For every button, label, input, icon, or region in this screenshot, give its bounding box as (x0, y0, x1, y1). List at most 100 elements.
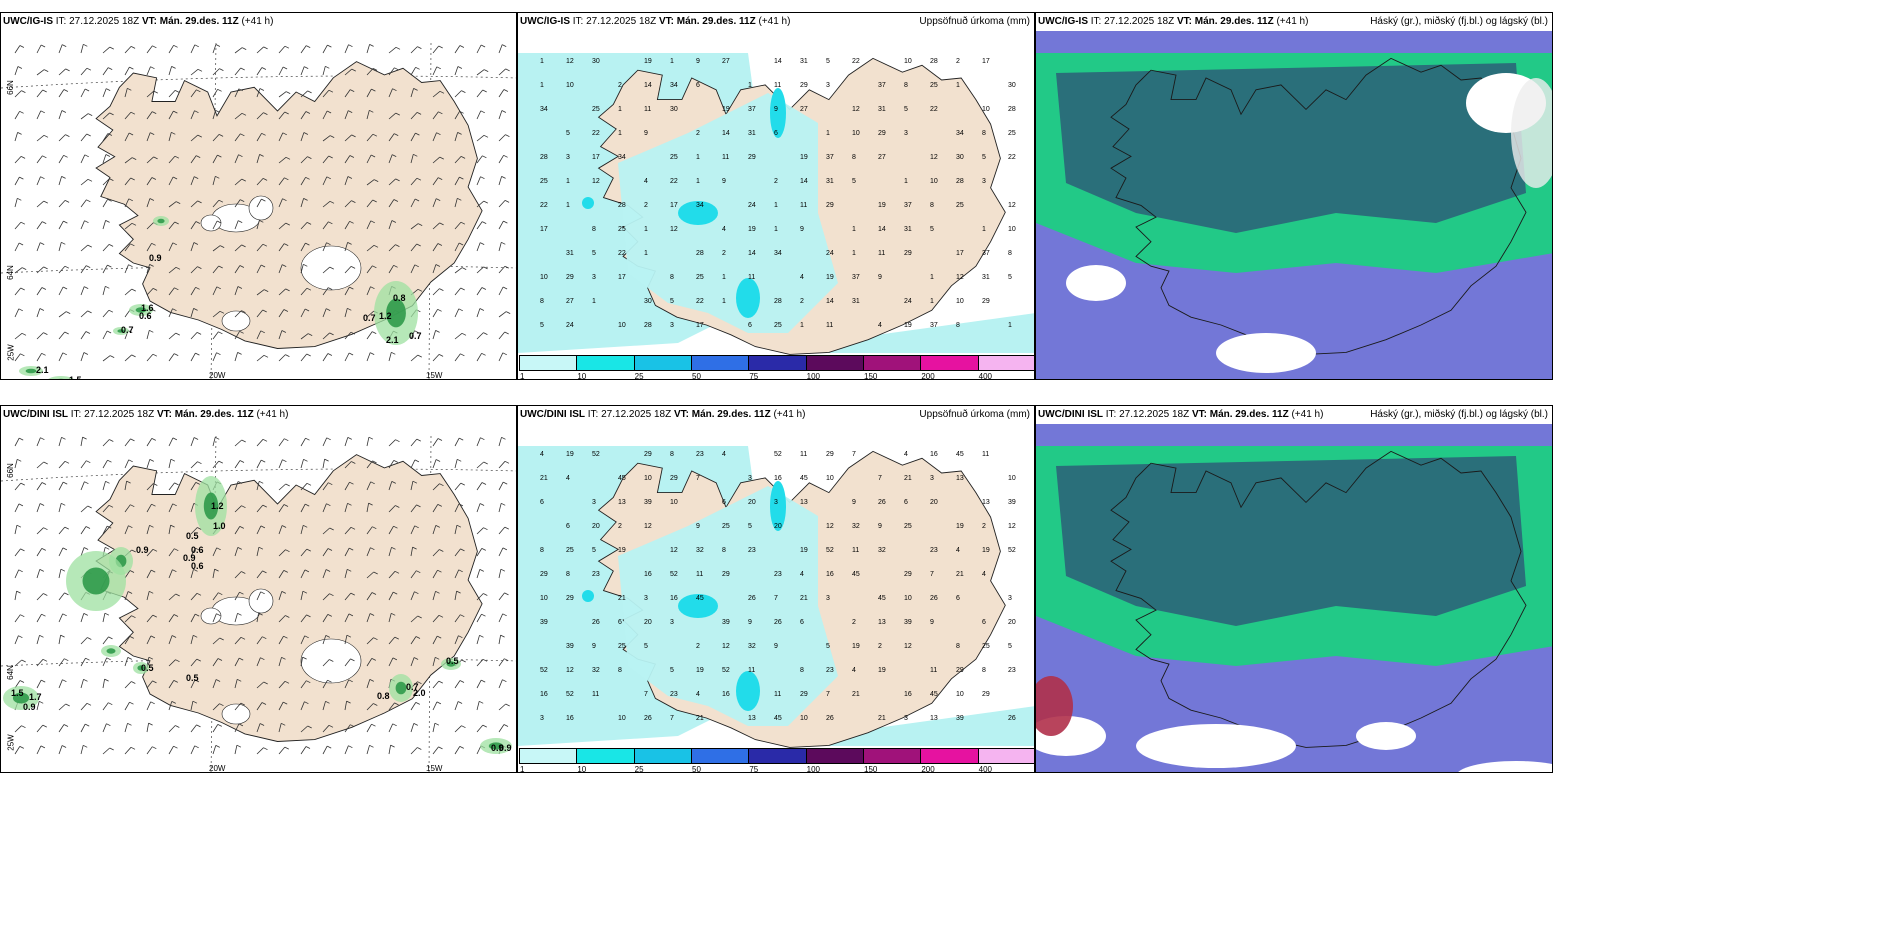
precip-value-label: 45 (956, 451, 964, 458)
precip-value-label: 8 (852, 154, 856, 161)
precip-value-label: 14 (722, 130, 730, 137)
iceland-outline (1110, 450, 1527, 748)
precip-value-label: 4 (644, 178, 648, 185)
precip-value-label: 10 (956, 691, 964, 698)
precip-value-label: 10 (956, 298, 964, 305)
wind-gust-core (25, 368, 37, 374)
colorbar-swatch (977, 355, 1034, 371)
precip-value-label: 11 (748, 274, 755, 281)
wind-value-label: 1.5 (11, 688, 24, 698)
wind-gust-core (106, 648, 116, 654)
precip-value-label: 31 (982, 274, 990, 281)
colorbar-swatch (691, 748, 750, 764)
precip-value-label: 25 (696, 274, 704, 281)
precip-value-label: 11 (696, 571, 703, 578)
wind-value-label: 1.2 (379, 311, 392, 321)
precip-value-label: 11 (592, 691, 599, 698)
precip-value-label: 1 (774, 202, 778, 209)
precip-value-label: 1 (904, 178, 908, 185)
colorbar-tick-label: 150 (864, 372, 878, 380)
colorbar-swatch (576, 748, 635, 764)
wind-value-label: 1.7 (29, 692, 42, 702)
precip-value-label: 10 (618, 715, 626, 722)
panel-cloud-row2: UWC/DINI ISL IT: 27.12.2025 18Z VT: Mán.… (1035, 405, 1553, 773)
precip-value-label: 23 (748, 547, 756, 554)
colorbar-tick-label: 50 (692, 765, 701, 773)
colorbar-swatch (519, 355, 578, 371)
panel-wind-row1: 0.9 1.6 0.6 0.7 0.8 0.7 1.2 2.1 0.7 2.1 1.5 UWC/IG… (0, 12, 517, 380)
precip-value-label: 29 (904, 250, 912, 257)
precip-value-label: 9 (592, 643, 596, 650)
wind-value-label: 0.9 (491, 743, 504, 753)
precip-value-label: 16 (930, 451, 938, 458)
precip-value-label: 29 (826, 451, 834, 458)
precip-value-label: 11 (800, 451, 807, 458)
precip-value-label: 11 (722, 154, 729, 161)
precip-value-label: 8 (982, 130, 986, 137)
precip-value-label: 10 (644, 475, 652, 482)
wind-value-label: 0.5 (186, 531, 199, 541)
precip-value-label: 12 (670, 226, 678, 233)
colorbar-tick-label: 200 (921, 765, 935, 773)
precip-value-label: 10 (982, 106, 990, 113)
precip-title: Uppsöfnuð úrkoma (mm) (919, 16, 1030, 27)
precip-value-label: 12 (722, 643, 730, 650)
precip-value-label: 12 (644, 523, 652, 530)
wind-value-label: 0.6 (191, 561, 204, 571)
glacier-outline (221, 703, 251, 725)
precip-value-label: 16 (904, 691, 912, 698)
lon-label-25w: 25W (6, 734, 16, 751)
precip-value-label: 39 (644, 499, 652, 506)
precip-value-label: 11 (748, 667, 755, 674)
precip-value-label: 8 (566, 571, 570, 578)
panel-header: UWC/IG-IS IT: 27.12.2025 18Z VT: Mán. 29… (1038, 16, 1309, 27)
precip-value-label: 22 (592, 130, 600, 137)
precip-value-label: 34 (670, 82, 678, 89)
precip-value-label: 27 (722, 58, 730, 65)
precip-value-label: 22 (696, 298, 704, 305)
lat-label-64: 64N (5, 665, 15, 680)
precip-value-label: 13 (930, 715, 938, 722)
precip-value-label: 34 (618, 154, 626, 161)
precip-value-label: 16 (670, 595, 678, 602)
precip-value-label: 22 (618, 250, 626, 257)
colorbar-swatch (863, 355, 922, 371)
colorbar-tick-label: 100 (806, 372, 821, 380)
colorbar-swatch (748, 355, 807, 371)
precip-value-label: 12 (566, 58, 574, 65)
precip-value-label: 4 (722, 451, 726, 458)
precip-value-label: 10 (566, 82, 574, 89)
precip-value-label: 1 (852, 250, 856, 257)
precip-value-label: 21 (618, 595, 626, 602)
precip-value-label: 26 (878, 499, 886, 506)
precip-value-label: 23 (670, 691, 678, 698)
precip-value-label: 25 (982, 643, 990, 650)
precip-value-label: 9 (722, 178, 726, 185)
clear-sky-area (1136, 724, 1296, 768)
precip-value-label: 16 (826, 571, 834, 578)
wind-value-label: 0.9 (183, 553, 196, 563)
precip-value-label: 28 (696, 250, 704, 257)
precip-value-label: 6 (904, 499, 908, 506)
precip-value-label: 22 (670, 178, 678, 185)
precip-value-label: 5 (592, 547, 596, 554)
precip-value-label: 23 (826, 667, 834, 674)
precip-value-label: 52 (1008, 547, 1016, 554)
precip-value-label: 19 (852, 643, 860, 650)
precip-value-label: 52 (592, 451, 600, 458)
colorbar-tick-label: 1 (520, 372, 525, 380)
precip-value-label: 11 (878, 250, 885, 257)
precip-value-label: 14 (878, 226, 886, 233)
precip-value-label: 8 (540, 298, 544, 305)
glacier-outline (300, 638, 362, 684)
precip-value-label: 5 (540, 322, 544, 329)
precip-value-label: 17 (696, 322, 704, 329)
precip-value-label: 45 (852, 571, 860, 578)
precip-value-label: 19 (826, 274, 834, 281)
precip-value-label: 26 (1008, 715, 1016, 722)
wind-value-label: 0.9 (136, 545, 149, 555)
precip-value-label: 3 (670, 322, 674, 329)
precip-value-label: 21 (878, 715, 886, 722)
precip-value-label: 8 (800, 667, 804, 674)
